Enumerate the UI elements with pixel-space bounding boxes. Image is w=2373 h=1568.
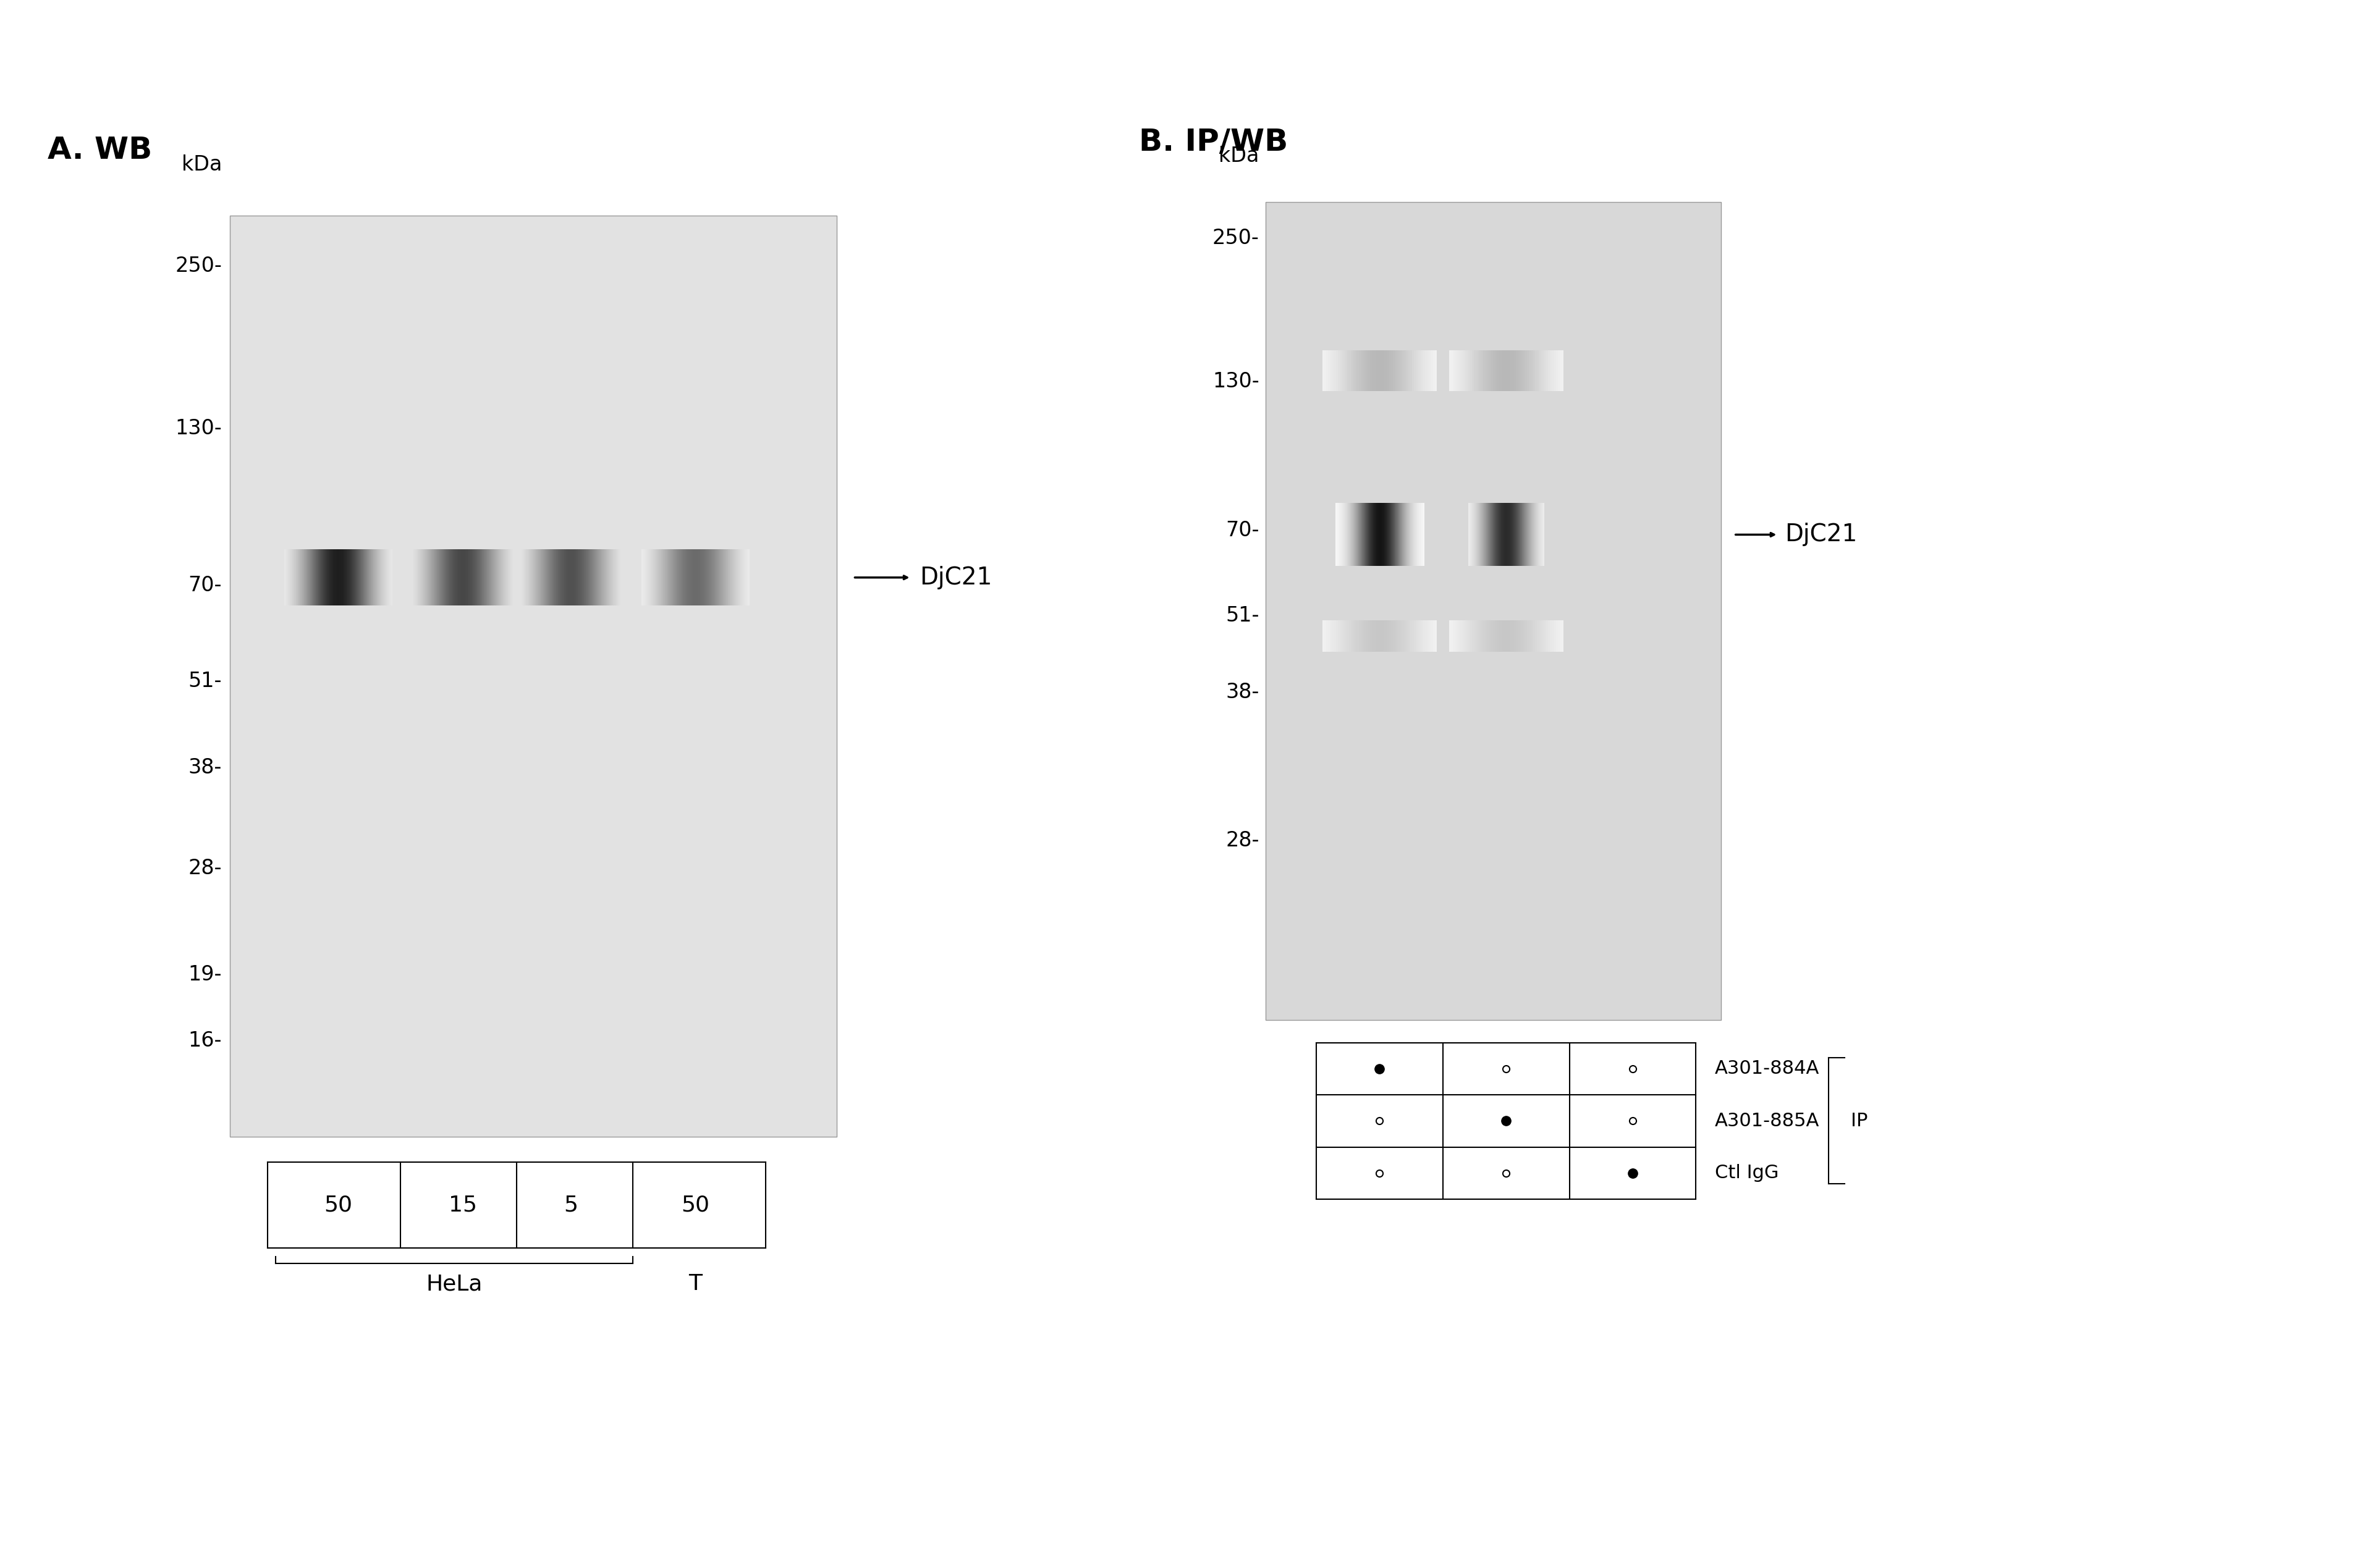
- Text: T: T: [688, 1273, 702, 1295]
- Text: 130-: 130-: [1213, 372, 1260, 392]
- Text: 38-: 38-: [187, 757, 223, 778]
- Text: 250-: 250-: [176, 256, 223, 276]
- Text: 70-: 70-: [187, 575, 223, 596]
- Text: IP: IP: [1851, 1112, 1868, 1131]
- Text: HeLa: HeLa: [427, 1273, 482, 1295]
- Text: 28-: 28-: [1224, 829, 1260, 850]
- Text: 38-: 38-: [1227, 682, 1260, 702]
- Text: DjC21: DjC21: [1784, 522, 1858, 546]
- Text: kDa: kDa: [180, 155, 223, 176]
- Text: 16-: 16-: [187, 1030, 223, 1051]
- Text: 70-: 70-: [1224, 521, 1260, 541]
- Text: 5: 5: [565, 1195, 577, 1215]
- Text: A301-884A: A301-884A: [1716, 1060, 1820, 1077]
- Text: 28-: 28-: [187, 858, 223, 878]
- Text: 15: 15: [448, 1195, 477, 1215]
- Text: 51-: 51-: [1224, 605, 1260, 626]
- Text: Ctl IgG: Ctl IgG: [1716, 1163, 1780, 1182]
- Text: 50: 50: [681, 1195, 710, 1215]
- Bar: [230, 215, 835, 1137]
- Text: 130-: 130-: [176, 419, 223, 439]
- Bar: [1265, 202, 1720, 1021]
- Text: DjC21: DjC21: [921, 566, 992, 590]
- Text: B. IP/WB: B. IP/WB: [1139, 127, 1289, 157]
- Text: 19-: 19-: [187, 964, 223, 985]
- Text: 51-: 51-: [187, 671, 223, 691]
- Text: 50: 50: [325, 1195, 351, 1215]
- Text: A. WB: A. WB: [47, 135, 152, 165]
- Text: 250-: 250-: [1213, 227, 1260, 248]
- Text: A301-885A: A301-885A: [1716, 1112, 1820, 1131]
- Text: kDa: kDa: [1220, 146, 1260, 166]
